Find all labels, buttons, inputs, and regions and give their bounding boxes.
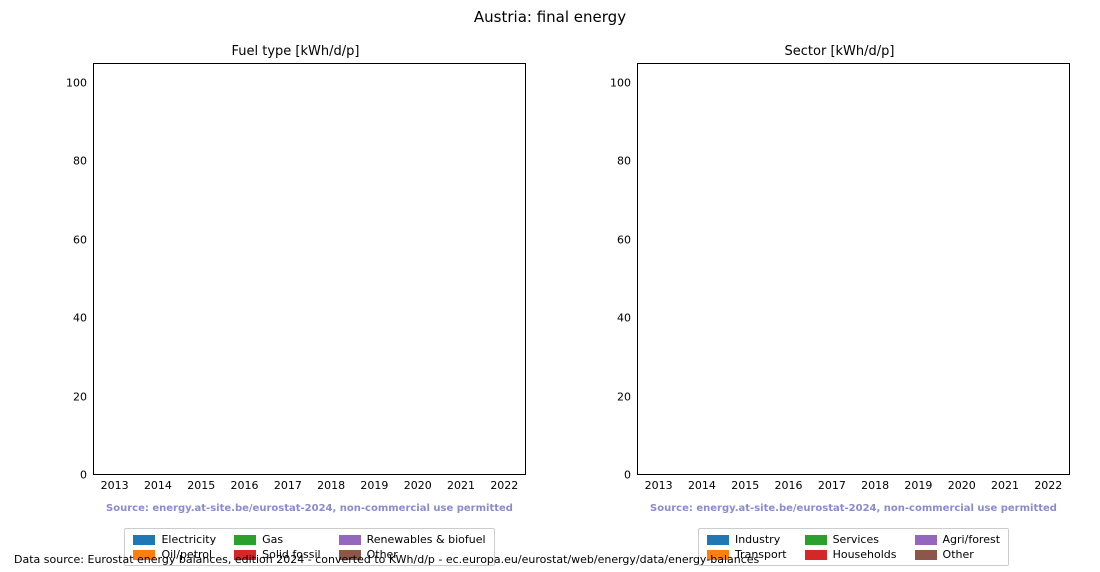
y-tick-label: 60 <box>73 233 87 246</box>
x-tick-label: 2017 <box>810 479 853 492</box>
legend-item: Renewables & biofuel <box>339 533 486 546</box>
x-tick-label: 2013 <box>93 479 136 492</box>
legend-item: Gas <box>234 533 320 546</box>
x-tick-label: 2015 <box>724 479 767 492</box>
x-tick-label: 2018 <box>853 479 896 492</box>
panels-row: Fuel type [kWh/d/p] 020406080100 2013201… <box>65 44 1070 492</box>
legend-label: Services <box>833 533 879 546</box>
panel-title: Fuel type [kWh/d/p] <box>65 44 526 59</box>
legend-label: Renewables & biofuel <box>367 533 486 546</box>
x-tick-label: 2019 <box>897 479 940 492</box>
y-tick-label: 100 <box>66 76 87 89</box>
y-tick-label: 20 <box>73 390 87 403</box>
x-tick-label: 2020 <box>396 479 439 492</box>
plot-frame <box>637 63 1070 475</box>
plot-frame <box>93 63 526 475</box>
y-axis: 020406080100 <box>609 63 637 475</box>
x-axis: 2013201420152016201720182019202020212022 <box>637 479 1070 492</box>
y-tick-label: 100 <box>610 76 631 89</box>
y-tick-label: 40 <box>73 312 87 325</box>
figure-suptitle: Austria: final energy <box>0 8 1100 26</box>
legend-swatch <box>915 535 937 545</box>
panel-fuel-type: Fuel type [kWh/d/p] 020406080100 2013201… <box>65 44 526 492</box>
legend-swatch <box>805 535 827 545</box>
legend-item: Agri/forest <box>915 533 1001 546</box>
figure: Austria: final energy Fuel type [kWh/d/p… <box>0 0 1100 572</box>
y-axis: 020406080100 <box>65 63 93 475</box>
x-tick-label: 2022 <box>1027 479 1070 492</box>
x-tick-label: 2022 <box>483 479 526 492</box>
x-axis: 2013201420152016201720182019202020212022 <box>93 479 526 492</box>
legend-label: Agri/forest <box>943 533 1001 546</box>
plot-area: 020406080100 <box>609 63 1070 475</box>
legend-item: Industry <box>707 533 787 546</box>
legend-swatch <box>915 550 937 560</box>
legend-swatch <box>234 535 256 545</box>
panel-sector: Sector [kWh/d/p] 020406080100 2013201420… <box>609 44 1070 492</box>
watermark: Source: energy.at-site.be/eurostat-2024,… <box>637 503 1070 514</box>
x-tick-label: 2019 <box>353 479 396 492</box>
y-tick-label: 20 <box>617 390 631 403</box>
y-tick-label: 60 <box>617 233 631 246</box>
legend-label: Households <box>833 548 897 561</box>
bars-container <box>94 84 525 474</box>
x-tick-label: 2015 <box>180 479 223 492</box>
x-tick-label: 2018 <box>309 479 352 492</box>
watermark: Source: energy.at-site.be/eurostat-2024,… <box>93 503 526 514</box>
x-tick-label: 2016 <box>223 479 266 492</box>
x-tick-label: 2021 <box>983 479 1026 492</box>
bars-container <box>638 84 1069 474</box>
legend-label: Electricity <box>161 533 216 546</box>
legend-swatch <box>805 550 827 560</box>
x-tick-label: 2014 <box>680 479 723 492</box>
y-tick-label: 0 <box>80 469 87 482</box>
legend-swatch <box>339 535 361 545</box>
x-tick-label: 2020 <box>940 479 983 492</box>
legend-swatch <box>133 535 155 545</box>
legend-label: Other <box>943 548 974 561</box>
footer-source: Data source: Eurostat energy balances, e… <box>14 553 759 566</box>
panel-title: Sector [kWh/d/p] <box>609 44 1070 59</box>
legend-label: Industry <box>735 533 780 546</box>
x-tick-label: 2016 <box>767 479 810 492</box>
legend-item: Electricity <box>133 533 216 546</box>
y-tick-label: 40 <box>617 312 631 325</box>
legend-swatch <box>707 535 729 545</box>
y-tick-label: 80 <box>73 155 87 168</box>
x-tick-label: 2021 <box>439 479 482 492</box>
legend-item: Households <box>805 548 897 561</box>
legend-item: Services <box>805 533 897 546</box>
legend-item: Other <box>915 548 1001 561</box>
x-tick-label: 2014 <box>136 479 179 492</box>
y-tick-label: 80 <box>617 155 631 168</box>
x-tick-label: 2013 <box>637 479 680 492</box>
y-tick-label: 0 <box>624 469 631 482</box>
legend-label: Gas <box>262 533 283 546</box>
plot-area: 020406080100 <box>65 63 526 475</box>
x-tick-label: 2017 <box>266 479 309 492</box>
